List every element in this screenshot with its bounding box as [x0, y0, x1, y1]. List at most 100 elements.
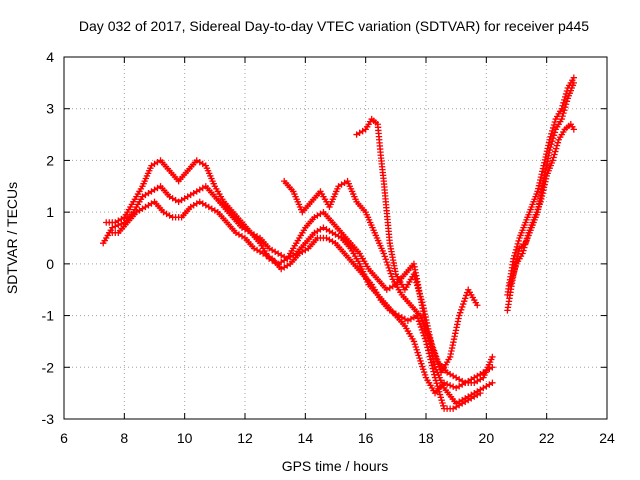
data-point — [512, 249, 519, 256]
data-point — [435, 385, 442, 393]
data-point — [424, 344, 431, 351]
data-point — [541, 159, 548, 166]
data-point — [382, 256, 389, 263]
data-point — [508, 275, 516, 282]
data-point — [513, 243, 521, 251]
data-point — [558, 105, 565, 112]
data-point — [413, 279, 420, 286]
data-point — [384, 261, 391, 269]
data-point — [543, 148, 551, 155]
x-tick-label: 24 — [599, 430, 615, 446]
data-point — [428, 359, 435, 366]
data-point — [446, 382, 454, 389]
x-tick-label: 8 — [120, 430, 128, 446]
data-point — [461, 298, 468, 305]
y-tick-label: 3 — [46, 101, 54, 117]
series-track-4 — [281, 177, 496, 386]
data-point — [385, 264, 392, 272]
data-point — [508, 278, 515, 285]
data-point — [431, 374, 439, 381]
data-point — [560, 109, 567, 117]
series-track-2 — [103, 157, 496, 407]
data-point — [415, 287, 423, 295]
data-point — [524, 232, 531, 239]
data-point — [439, 399, 446, 407]
data-point — [431, 371, 438, 378]
data-point — [520, 247, 527, 254]
data-point — [539, 165, 547, 172]
data-point — [521, 244, 528, 251]
data-point — [510, 255, 517, 262]
y-tick-label: -3 — [42, 411, 55, 427]
data-point — [539, 189, 546, 197]
y-tick-label: 4 — [46, 49, 54, 65]
series-track-7 — [504, 74, 578, 299]
data-point — [550, 121, 558, 129]
data-point — [416, 320, 424, 328]
data-point — [457, 306, 465, 314]
data-point — [549, 124, 557, 132]
chart-title: Day 032 of 2017, Sidereal Day-to-day VTE… — [79, 18, 589, 34]
data-point — [425, 347, 432, 354]
x-tick-label: 18 — [418, 430, 434, 446]
data-point — [426, 353, 433, 360]
data-point — [543, 150, 550, 158]
data-point — [542, 153, 549, 161]
x-tick-label: 12 — [237, 430, 253, 446]
data-point — [535, 182, 543, 189]
data-point — [519, 250, 526, 257]
data-point — [553, 142, 561, 149]
data-point — [547, 133, 554, 140]
series-line — [283, 180, 493, 384]
data-point — [440, 402, 447, 410]
y-tick-label: -2 — [42, 359, 55, 375]
data-point — [521, 241, 529, 248]
data-point — [540, 187, 547, 194]
data-point — [537, 198, 544, 205]
data-point — [561, 93, 569, 101]
data-point — [435, 388, 443, 395]
data-point — [539, 168, 546, 175]
data-point — [433, 357, 441, 365]
data-point — [428, 362, 436, 369]
data-point — [545, 142, 552, 149]
data-point — [511, 252, 518, 259]
data-point — [554, 139, 562, 146]
data-point — [414, 285, 422, 292]
x-axis-label: GPS time / hours — [282, 458, 389, 474]
data-point — [562, 90, 570, 98]
data-point — [434, 382, 441, 390]
data-point — [456, 309, 464, 316]
data-point — [429, 365, 436, 372]
data-point — [536, 179, 543, 187]
data-point — [489, 353, 496, 361]
data-point — [522, 238, 530, 245]
x-tick-label: 14 — [298, 430, 314, 446]
x-tick-label: 6 — [60, 430, 68, 446]
data-point — [416, 290, 423, 298]
data-point — [552, 148, 559, 155]
series-track-8 — [507, 121, 578, 288]
x-tick-label: 10 — [177, 430, 193, 446]
data-point — [388, 273, 396, 280]
data-point — [551, 151, 558, 158]
data-point — [540, 184, 548, 191]
data-point — [558, 115, 565, 123]
data-point — [559, 102, 566, 109]
data-point — [417, 323, 425, 331]
data-point — [549, 127, 556, 135]
data-point — [436, 391, 444, 398]
data-point — [383, 258, 390, 266]
y-tick-label: 2 — [46, 152, 54, 168]
data-point — [512, 246, 520, 254]
data-point — [538, 195, 545, 203]
data-point — [418, 296, 425, 303]
data-point — [413, 346, 420, 353]
data-point — [417, 357, 424, 365]
data-point — [535, 185, 542, 192]
data-point — [512, 263, 519, 271]
data-point — [411, 273, 418, 281]
data-point — [380, 250, 387, 257]
data-point — [477, 389, 484, 397]
